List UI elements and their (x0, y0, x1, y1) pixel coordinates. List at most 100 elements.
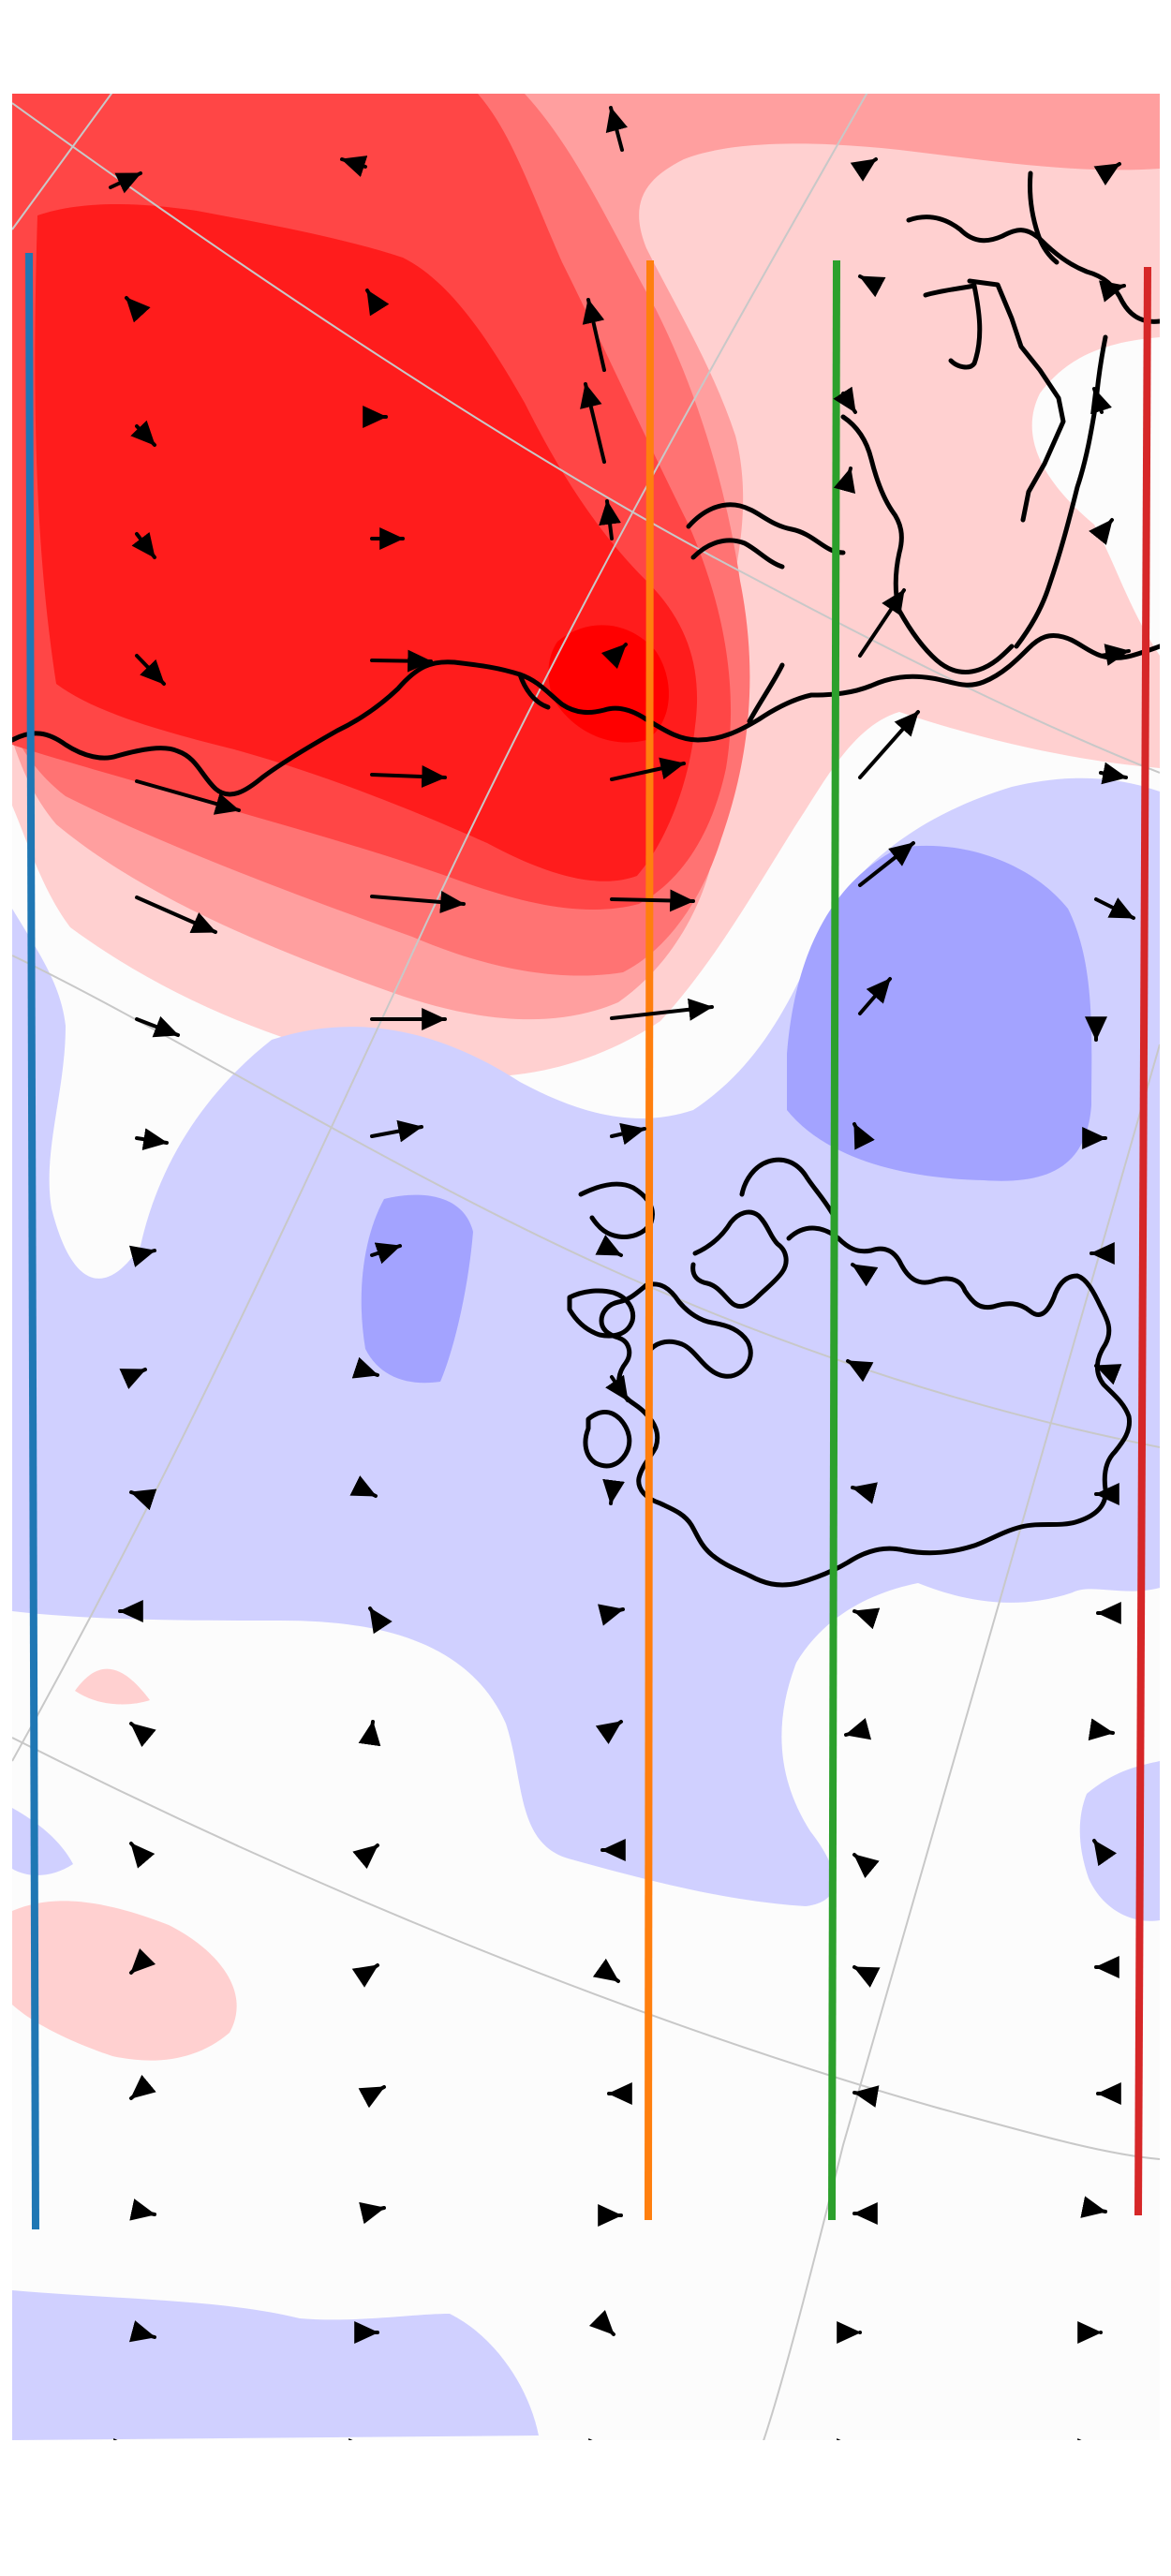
vector-arrow-76 (129, 1947, 156, 1975)
vector-arrow-23 (600, 643, 628, 670)
vector-arrow-72 (352, 1843, 379, 1870)
vector-arrow-48 (595, 1235, 623, 1257)
vector-arrow-35 (1094, 897, 1135, 920)
vector-arrow-36 (135, 1015, 180, 1038)
vector-arrow-47 (370, 1242, 402, 1265)
north-coast-bay (686, 502, 846, 555)
vector-arrow-22 (370, 649, 433, 673)
vector-arrow-21 (135, 654, 166, 686)
vector-arrows (109, 106, 1135, 2344)
vector-arrow-31 (135, 896, 217, 934)
vector-arrow-51 (119, 1368, 147, 1390)
vector-arrow-6 (125, 296, 151, 323)
svalbard-fjord-3 (1028, 170, 1060, 265)
vector-arrow-2 (340, 155, 368, 177)
iceland-westfjords (690, 1209, 789, 1310)
vector-arrow-14 (833, 386, 857, 414)
vector-arrow-64 (852, 1607, 881, 1630)
vector-arrow-78 (592, 1958, 620, 1983)
section-lines (25, 252, 1151, 2230)
blue-section-line (25, 252, 39, 2230)
vector-arrow-19 (833, 466, 856, 495)
vector-arrow-70 (1088, 1718, 1115, 1741)
vector-arrow-75 (1092, 1839, 1118, 1867)
vector-arrow-28 (610, 757, 686, 781)
vector-arrow-44 (852, 1122, 875, 1150)
vector-arrow-77 (351, 1963, 379, 1988)
vector-arrow-13 (580, 382, 606, 464)
negative-anomaly-east-core (787, 845, 1092, 1181)
orange-section-line (645, 259, 654, 2221)
vector-arrow-74 (852, 1853, 880, 1879)
svalbard-fjord-1 (967, 278, 1066, 523)
greenland-inlet-1 (517, 672, 551, 710)
vector-arrow-20 (1089, 518, 1114, 545)
vector-arrow-39 (858, 977, 892, 1015)
vector-arrow-10 (1099, 280, 1126, 303)
vector-arrow-7 (365, 289, 390, 317)
vector-arrow-1 (109, 171, 142, 194)
vector-arrow-49 (851, 1263, 879, 1287)
vector-arrow-82 (358, 2085, 386, 2109)
vector-arrow-33 (610, 889, 695, 912)
vector-arrow-67 (358, 1720, 381, 1747)
vector-arrow-56 (129, 1488, 157, 1511)
svalbard-fjord-2 (923, 283, 983, 370)
vector-arrow-34 (858, 841, 915, 887)
vector-arrow-53 (605, 1374, 630, 1402)
vector-arrow-54 (846, 1359, 874, 1383)
greenland-inlet-2 (747, 662, 785, 724)
vector-arrow-93 (588, 2309, 615, 2336)
vector-arrow-58 (602, 1478, 625, 1505)
vector-arrow-42 (370, 1119, 423, 1143)
vector-arrow-87 (359, 2201, 386, 2225)
vector-arrow-55 (1094, 1364, 1122, 1385)
vector-arrow-59 (851, 1482, 878, 1504)
vector-arrow-5 (1093, 162, 1121, 186)
vector-arrow-71 (129, 1842, 156, 1869)
vector-arrow-66 (129, 1722, 156, 1748)
vector-arrow-32 (370, 891, 466, 913)
vector-arrow-9 (858, 274, 886, 298)
iceland-far-west (567, 1288, 636, 1339)
vector-arrow-68 (595, 1720, 623, 1745)
novaya-zemlya-coastline (840, 414, 1015, 674)
negative-anomaly-central-core (361, 1194, 473, 1384)
vector-arrow-69 (844, 1718, 872, 1740)
positive-anomaly-southwest-patch (12, 1901, 237, 2061)
vector-arrow-26 (135, 779, 241, 815)
vector-arrow-52 (351, 1356, 379, 1379)
vector-arrow-29 (858, 710, 920, 779)
vector-arrow-27 (370, 765, 447, 789)
positive-anomaly-west-patch (75, 1668, 150, 1705)
vector-arrow-25 (1099, 644, 1131, 666)
vector-arrow-16 (131, 531, 156, 559)
vector-arrow-79 (852, 1965, 881, 1988)
vector-arrow-41 (135, 1128, 169, 1151)
vector-arrow-81 (129, 2074, 156, 2100)
green-section-line (828, 259, 840, 2221)
positive-anomaly-level-5 (35, 204, 698, 881)
vector-arrow-46 (128, 1245, 156, 1267)
iceland-coastline (599, 1225, 1133, 1588)
vector-arrow-91 (128, 2320, 156, 2343)
iceland-southwest (583, 1410, 632, 1469)
red-section-line (1134, 266, 1151, 2216)
vector-arrow-62 (368, 1606, 393, 1635)
north-coast-islands (690, 538, 785, 570)
negative-anomaly-west-patch (12, 1808, 73, 1875)
iceland-west-coast (644, 1281, 753, 1379)
vector-arrow-24 (858, 588, 906, 658)
vector-arrow-86 (129, 2198, 156, 2221)
iceland-northwest-peninsula (739, 1157, 837, 1219)
vector-arrow-90 (1080, 2196, 1107, 2218)
vector-arrow-18 (599, 499, 621, 540)
vector-arrow-38 (610, 998, 714, 1021)
vector-arrow-84 (852, 2085, 880, 2108)
vector-arrow-3 (605, 106, 628, 152)
vector-arrow-4 (850, 157, 878, 182)
vector-arrow-63 (598, 1604, 625, 1626)
vector-arrow-43 (610, 1122, 646, 1146)
vector-arrow-15 (1090, 387, 1112, 415)
